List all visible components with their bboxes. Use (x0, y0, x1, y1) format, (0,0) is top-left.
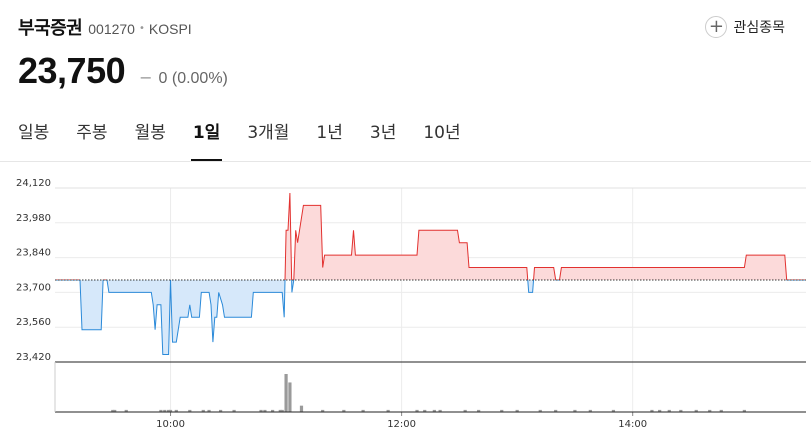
plus-circle-icon: + (705, 16, 728, 38)
price-line-down (55, 279, 806, 355)
watchlist-label: 관심종목 (733, 20, 785, 36)
volume-bar (299, 405, 304, 412)
stock-header: 부국증권 001270 • KOSPI (18, 14, 192, 44)
volume-bar (111, 409, 115, 412)
volume-bar (554, 409, 558, 412)
volume-bar (259, 409, 263, 412)
tab-10year[interactable]: 10년 (423, 123, 461, 143)
volume-bar (159, 409, 163, 412)
volume-bar (694, 409, 698, 412)
volume-bar (415, 409, 419, 412)
volume-bar (742, 409, 746, 412)
volume-bar (284, 374, 288, 412)
volume-bar (650, 409, 654, 412)
price-area-up (285, 193, 787, 280)
volume-bar (263, 409, 267, 412)
volume-bar (288, 382, 292, 412)
stock-code: 001270 (88, 21, 135, 37)
tab-3year[interactable]: 3년 (369, 123, 397, 143)
price-row: 23,750 − 0 (0.00%) (18, 50, 228, 92)
market-label: KOSPI (148, 21, 192, 37)
volume-bar (438, 409, 442, 412)
tabs-divider (0, 161, 811, 162)
volume-bar (515, 409, 519, 412)
volume-bar (477, 409, 481, 412)
volume-bar (201, 409, 205, 412)
volume-bar (432, 409, 436, 412)
price-change: 0 (0.00%) (158, 70, 228, 87)
x-tick-label: 10:00 (156, 419, 185, 430)
y-tick-label: 23,700 (16, 282, 51, 293)
no-change-icon: − (139, 68, 153, 87)
volume-bar (679, 409, 683, 412)
volume-bar (113, 409, 117, 412)
y-tick-label: 23,420 (16, 352, 51, 363)
volume-bar (538, 409, 542, 412)
volume-bar (207, 409, 211, 412)
tab-daily[interactable]: 일봉 (18, 123, 50, 143)
volume-bar (667, 409, 671, 412)
volume-bar (423, 409, 427, 412)
volume-bar (588, 409, 592, 412)
volume-bar (463, 409, 467, 412)
separator-dot: • (138, 23, 145, 34)
tab-weekly[interactable]: 주봉 (76, 123, 108, 143)
volume-bar (163, 409, 167, 412)
current-price: 23,750 (18, 50, 126, 91)
volume-bar (342, 409, 346, 412)
tab-monthly[interactable]: 월봉 (134, 123, 166, 143)
tab-1day[interactable]: 1일 (190, 118, 223, 162)
price-area-down (55, 279, 806, 355)
volume-bar (611, 409, 616, 412)
y-tick-label: 23,560 (16, 317, 51, 328)
stock-name: 부국증권 (18, 18, 83, 39)
volume-bar (219, 409, 223, 412)
volume-bar (232, 409, 236, 412)
volume-bar (167, 409, 171, 412)
tab-1year[interactable]: 1년 (316, 123, 343, 143)
x-tick-label: 12:00 (387, 419, 416, 430)
volume-bar (573, 409, 577, 412)
volume-bar (500, 409, 504, 412)
volume-bar (719, 409, 723, 412)
volume-bar (658, 409, 662, 412)
volume-bar (280, 409, 284, 412)
y-tick-label: 24,120 (16, 178, 51, 189)
period-tabs: 일봉 주봉 월봉 1일 3개월 1년 3년 10년 (18, 118, 488, 162)
x-tick-label: 14:00 (618, 419, 647, 430)
volume-bar (321, 409, 325, 412)
volume-bar (708, 409, 712, 412)
tab-3month[interactable]: 3개월 (247, 123, 290, 143)
y-tick-label: 23,980 (16, 213, 51, 224)
y-tick-label: 23,840 (16, 248, 51, 259)
volume-bar (124, 409, 128, 412)
volume-bar (188, 409, 192, 412)
volume-bar (386, 409, 390, 412)
volume-bar (168, 409, 173, 412)
volume-bar (174, 409, 178, 412)
add-watchlist-button[interactable]: + 관심종목 (705, 16, 785, 38)
volume-bar (361, 409, 365, 412)
volume-bar (278, 409, 282, 412)
volume-bar (270, 409, 275, 412)
